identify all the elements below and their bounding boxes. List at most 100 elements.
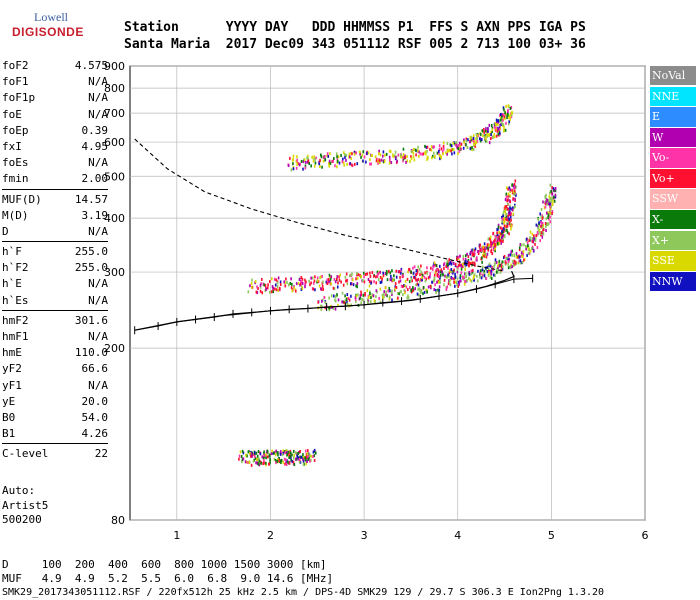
echo-mark [350,157,353,161]
echo-mark [506,230,509,234]
echo-mark [459,263,461,267]
echo-mark [344,294,346,298]
echo-mark [280,458,283,462]
echo-mark [418,279,421,283]
param-value: 54.0 [81,410,109,424]
echo-mark [499,113,501,117]
echo-mark [493,245,495,249]
echo-mark [465,263,468,267]
echo-mark [289,281,292,285]
echo-mark [500,239,502,243]
echo-mark [381,296,384,300]
echo-mark [497,265,499,269]
echo-mark [498,242,501,246]
echo-mark [419,152,422,156]
echo-mark [394,155,397,159]
echo-mark [460,147,463,151]
echo-mark [241,449,244,453]
echo-mark [323,295,326,299]
echo-mark [378,270,381,274]
echo-mark [510,252,513,256]
echo-mark [410,157,413,161]
param-row: h`F2 255.0 [2,260,108,276]
echo-mark [548,198,550,202]
echo-mark [542,229,544,233]
echo-mark [340,153,342,157]
echo-mark [458,141,461,145]
param-name: foF2 [2,59,29,72]
echo-mark [255,461,257,465]
echo-mark [429,284,432,288]
echo-mark [476,136,479,140]
echo-mark [490,272,493,276]
echo-mark [406,288,409,292]
echo-mark [504,224,507,228]
echo-mark [419,273,421,277]
echo-mark [495,134,498,138]
echo-mark [463,140,465,144]
echo-mark [400,267,403,271]
echo-mark [482,245,485,249]
echo-mark [319,276,321,280]
echo-mark [509,211,511,215]
param-row: foF1p N/A [2,90,108,106]
echo-mark [534,239,537,243]
echo-mark [423,290,426,294]
echo-mark [442,144,445,148]
echo-mark [528,252,531,256]
echo-mark [355,151,358,155]
echo-mark [306,460,308,464]
echo-mark [256,454,259,458]
echo-mark [501,122,504,126]
echo-mark [336,159,339,163]
echo-mark [304,166,307,170]
param-name: h`Es [2,293,29,307]
echo-mark [355,277,357,281]
echo-mark [249,451,251,455]
echo-mark [433,288,436,292]
echo-mark [542,200,544,204]
echo-mark [473,250,476,254]
echo-mark [490,250,492,254]
echo-mark [504,205,507,209]
echo-mark [361,153,364,157]
echo-mark [263,459,265,463]
echo-mark [510,263,512,267]
echo-mark [537,226,540,230]
echo-mark [508,114,510,118]
echo-mark [438,149,440,153]
echo-mark [501,215,503,219]
header-row-values: Santa Maria 2017 Dec09 343 051112 RSF 00… [124,37,586,52]
echo-mark [496,236,499,240]
echo-mark [395,269,398,273]
echo-mark [275,461,277,465]
y-tick-label: 600 [104,136,125,149]
echo-mark [278,459,281,463]
echo-mark [481,265,484,269]
echo-mark [484,138,486,142]
echo-mark [255,290,258,294]
param-value: N/A [88,75,108,89]
echo-mark [438,147,441,151]
echo-mark [550,190,552,194]
echo-mark [320,155,323,159]
echo-mark [404,279,407,283]
echo-mark [552,187,555,191]
echo-mark [426,290,428,294]
echo-mark [476,279,479,283]
echo-mark [306,452,309,456]
param-value: 3.19 [81,208,109,222]
echo-mark [485,137,487,141]
echo-mark [488,123,491,127]
echo-mark [536,231,539,235]
echo-mark [426,149,428,153]
echo-mark [457,266,459,270]
echo-mark [274,453,277,457]
echo-mark [454,275,457,279]
echo-mark [512,184,515,188]
echo-mark [496,267,498,271]
echo-mark [492,231,495,235]
y-tick-label: 900 [104,60,125,73]
echo-mark [425,277,428,281]
